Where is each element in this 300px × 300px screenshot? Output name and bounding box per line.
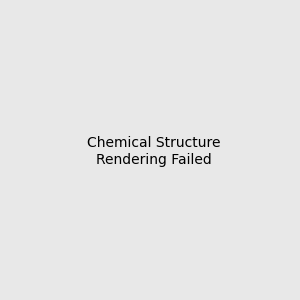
Text: Chemical Structure
Rendering Failed: Chemical Structure Rendering Failed <box>87 136 220 166</box>
